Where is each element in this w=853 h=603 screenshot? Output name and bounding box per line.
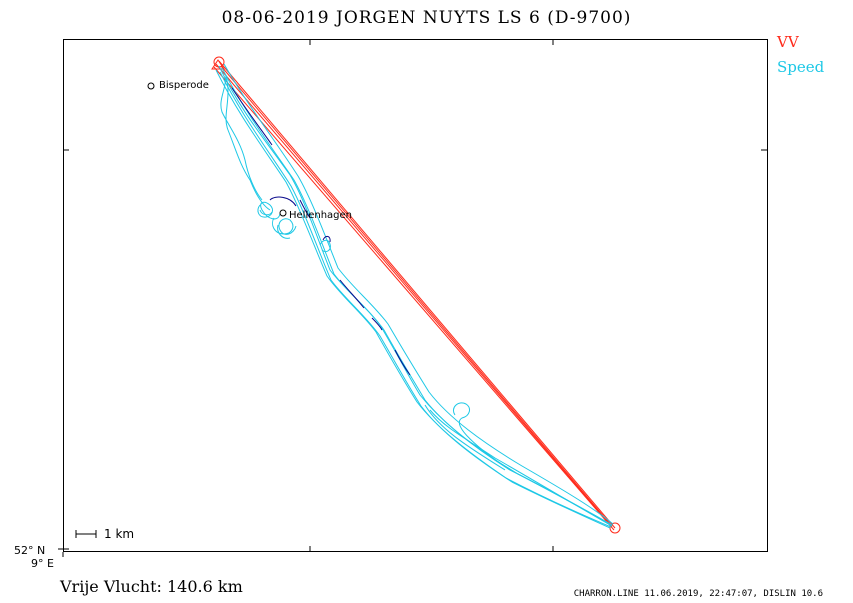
credit-label: CHARRON.LINE 11.06.2019, 22:47:07, DISLI…: [573, 589, 823, 599]
longitude-label: 9° E: [31, 557, 54, 570]
latitude-label: 52° N: [14, 544, 46, 557]
legend-vv: VV: [777, 33, 799, 51]
task-lines: [213, 60, 616, 531]
place-marker-hellenhagen[interactable]: [279, 209, 287, 217]
map-title: 08-06-2019 JORGEN NUYTS LS 6 (D-9700): [221, 8, 632, 28]
place-label-hellenhagen: Hellenhagen: [289, 210, 353, 221]
scale-bar-label: 1 km: [104, 527, 135, 541]
scale-bar: [75, 530, 97, 538]
axis-ticks: [58, 39, 767, 557]
start-triangle: [211, 59, 225, 70]
place-label-bisperode: Bisperode: [159, 80, 209, 91]
flight-track: [215, 63, 614, 529]
map-frame: [63, 39, 768, 552]
flight-track-slow: [231, 87, 411, 376]
place-marker-bisperode[interactable]: [147, 82, 155, 90]
distance-label: Vrije Vlucht: 140.6 km: [60, 577, 243, 596]
legend-speed: Speed: [777, 58, 825, 76]
